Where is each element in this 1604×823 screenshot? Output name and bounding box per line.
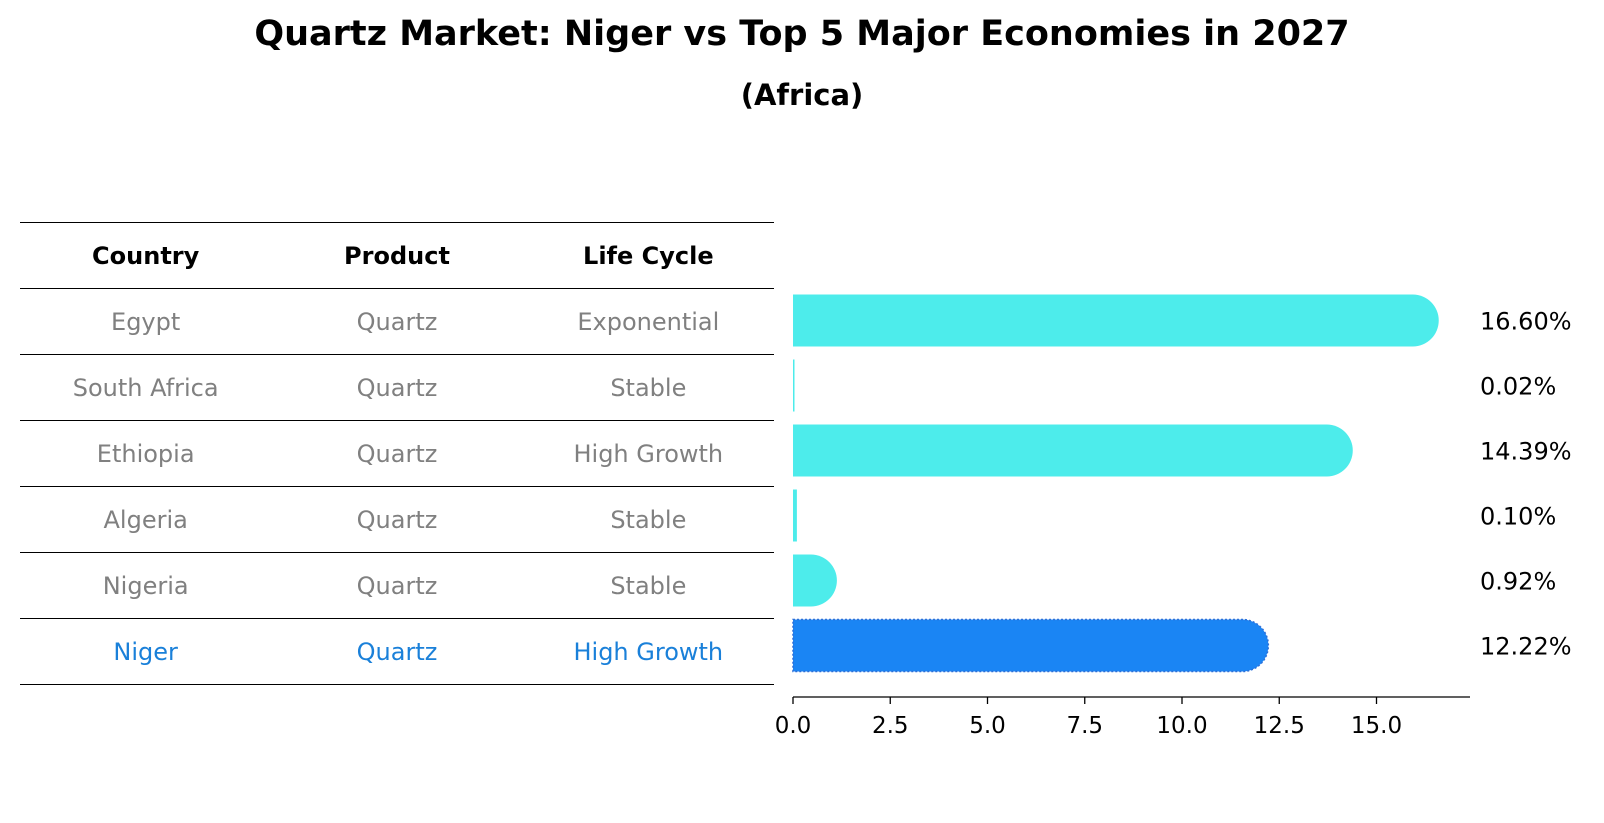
x-tick-label: 5.0 xyxy=(969,713,1006,739)
header-product: Product xyxy=(271,222,523,289)
table-row-highlight: Niger Quartz High Growth xyxy=(20,618,774,685)
cell-life-cycle: Stable xyxy=(522,486,774,553)
x-tick-label: 7.5 xyxy=(1066,713,1103,739)
table-header-row: Country Product Life Cycle xyxy=(20,222,774,289)
bar-egypt xyxy=(793,294,1439,347)
value-label: 0.10% xyxy=(1480,503,1556,531)
cell-country: Nigeria xyxy=(20,552,272,619)
cell-country: Ethiopia xyxy=(20,420,272,487)
header-country: Country xyxy=(20,222,272,289)
cell-life-cycle: High Growth xyxy=(522,618,774,685)
bar-niger xyxy=(792,618,1270,673)
value-label: 0.92% xyxy=(1480,568,1556,596)
value-label: 12.22% xyxy=(1480,633,1572,661)
header-life-cycle: Life Cycle xyxy=(522,222,774,289)
bar-south-africa xyxy=(793,359,795,412)
cell-life-cycle: Stable xyxy=(522,354,774,421)
chart-title: Quartz Market: Niger vs Top 5 Major Econ… xyxy=(254,14,1350,54)
x-tick-label: 0.0 xyxy=(775,713,812,739)
cell-country: Niger xyxy=(20,618,272,685)
table-row: Nigeria Quartz Stable xyxy=(20,552,774,619)
cell-life-cycle: High Growth xyxy=(522,420,774,487)
x-tick-label: 15.0 xyxy=(1351,713,1402,739)
table-row: Egypt Quartz Exponential xyxy=(20,288,774,355)
cell-product: Quartz xyxy=(271,486,523,553)
x-tick-label: 12.5 xyxy=(1254,713,1305,739)
x-tick-label: 10.0 xyxy=(1156,713,1207,739)
table-row: Algeria Quartz Stable xyxy=(20,486,774,553)
cell-product: Quartz xyxy=(271,354,523,421)
table-row: South Africa Quartz Stable xyxy=(20,354,774,421)
bar-algeria xyxy=(793,489,797,542)
cell-product: Quartz xyxy=(271,618,523,685)
x-tick-label: 2.5 xyxy=(872,713,909,739)
cell-life-cycle: Exponential xyxy=(522,288,774,355)
cell-country: South Africa xyxy=(20,354,272,421)
chart-subtitle: (Africa) xyxy=(740,78,864,112)
value-label: 14.39% xyxy=(1480,438,1572,466)
cell-country: Algeria xyxy=(20,486,272,553)
cell-product: Quartz xyxy=(271,288,523,355)
cell-product: Quartz xyxy=(271,552,523,619)
value-label: 16.60% xyxy=(1480,308,1572,336)
table-row: Ethiopia Quartz High Growth xyxy=(20,420,774,487)
cell-country: Egypt xyxy=(20,288,272,355)
cell-product: Quartz xyxy=(271,420,523,487)
bar-nigeria xyxy=(793,554,837,607)
value-label: 0.02% xyxy=(1480,373,1556,401)
cell-life-cycle: Stable xyxy=(522,552,774,619)
data-table: Country Product Life Cycle Egypt Quartz … xyxy=(20,222,774,685)
bar-ethiopia xyxy=(793,424,1353,477)
